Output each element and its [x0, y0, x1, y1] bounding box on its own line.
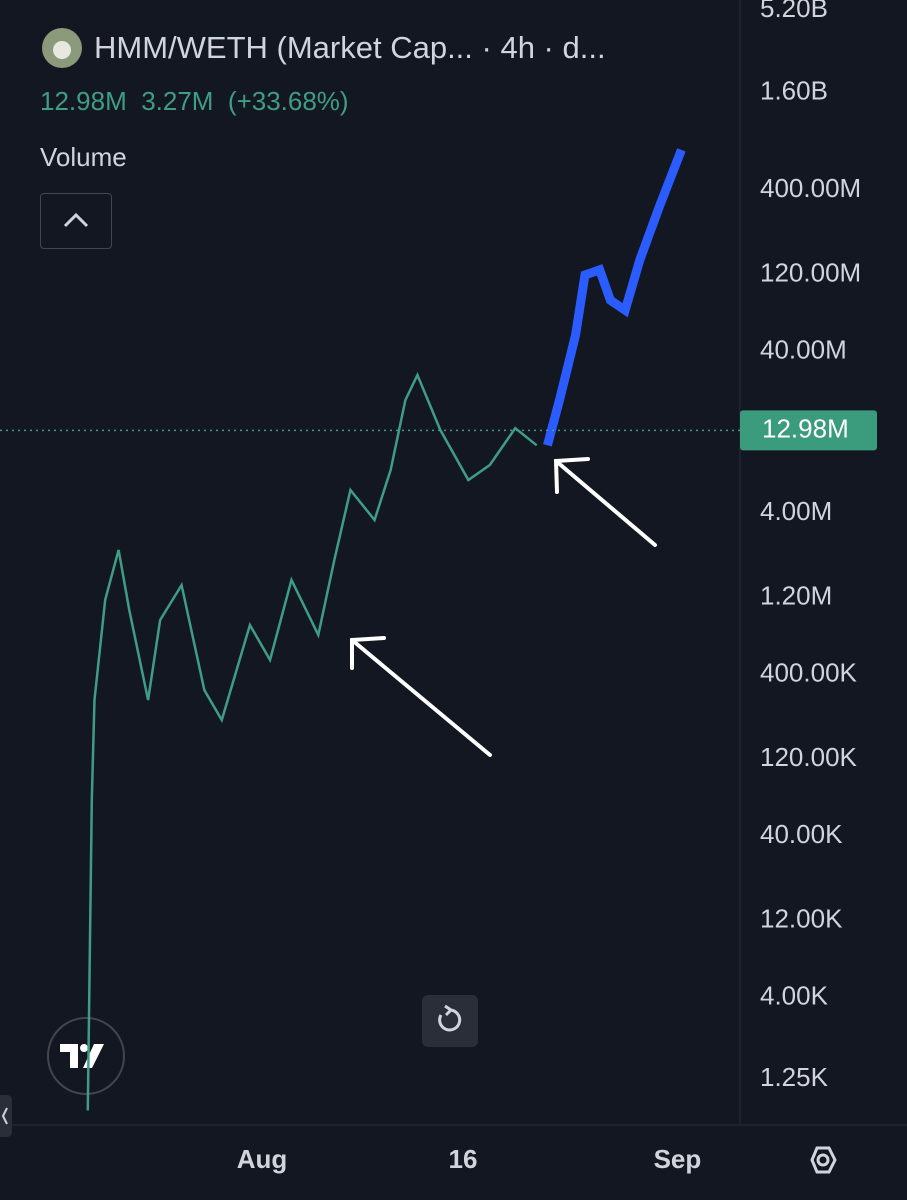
symbol-row: HMM/WETH (Market Cap... · 4h · d... [40, 26, 606, 70]
value: 12.98M [40, 86, 127, 116]
symbol-title[interactable]: HMM/WETH (Market Cap... · 4h · d... [94, 30, 606, 65]
y-tick-label: 400.00K [760, 657, 858, 687]
tradingview-logo[interactable] [47, 1017, 125, 1095]
y-tick-label: 40.00K [760, 819, 843, 849]
side-tab[interactable] [0, 1095, 12, 1137]
price-line [86, 371, 538, 1111]
arrow [553, 457, 657, 547]
y-tick-label: 5.20B [760, 0, 828, 23]
token-icon [42, 28, 82, 68]
collapse-button[interactable] [40, 193, 112, 249]
y-tick-label: 12.00K [760, 903, 843, 933]
stats-row: 12.98M 3.27M (+33.68%) [40, 86, 349, 117]
y-tick-label: 400.00M [760, 173, 861, 203]
y-tick-label: 120.00K [760, 742, 858, 772]
price-line [543, 148, 686, 447]
y-tick-label: 4.00M [760, 496, 832, 526]
last-price-box [740, 410, 877, 451]
chevron-icon [63, 212, 89, 228]
settings-button[interactable] [810, 1146, 837, 1174]
change: 3.27M [141, 86, 214, 116]
x-tick-label: Sep [654, 1144, 702, 1174]
x-tick-label: 16 [449, 1144, 478, 1174]
arrow [350, 636, 492, 757]
reset-button[interactable] [422, 995, 478, 1047]
change-percent: (+33.68%) [227, 86, 349, 116]
y-tick-label: 1.60B [760, 76, 828, 106]
y-tick-label: 1.20M [760, 580, 832, 610]
y-tick-label: 1.25K [760, 1062, 829, 1092]
y-tick-label: 120.00M [760, 257, 861, 287]
indicator-label: Volume [40, 142, 127, 172]
y-tick-label: 40.00M [760, 334, 847, 364]
y-tick-label: 4.00K [760, 980, 829, 1010]
last-price-label: 12.98M [762, 413, 849, 443]
x-tick-label: Aug [237, 1144, 288, 1174]
